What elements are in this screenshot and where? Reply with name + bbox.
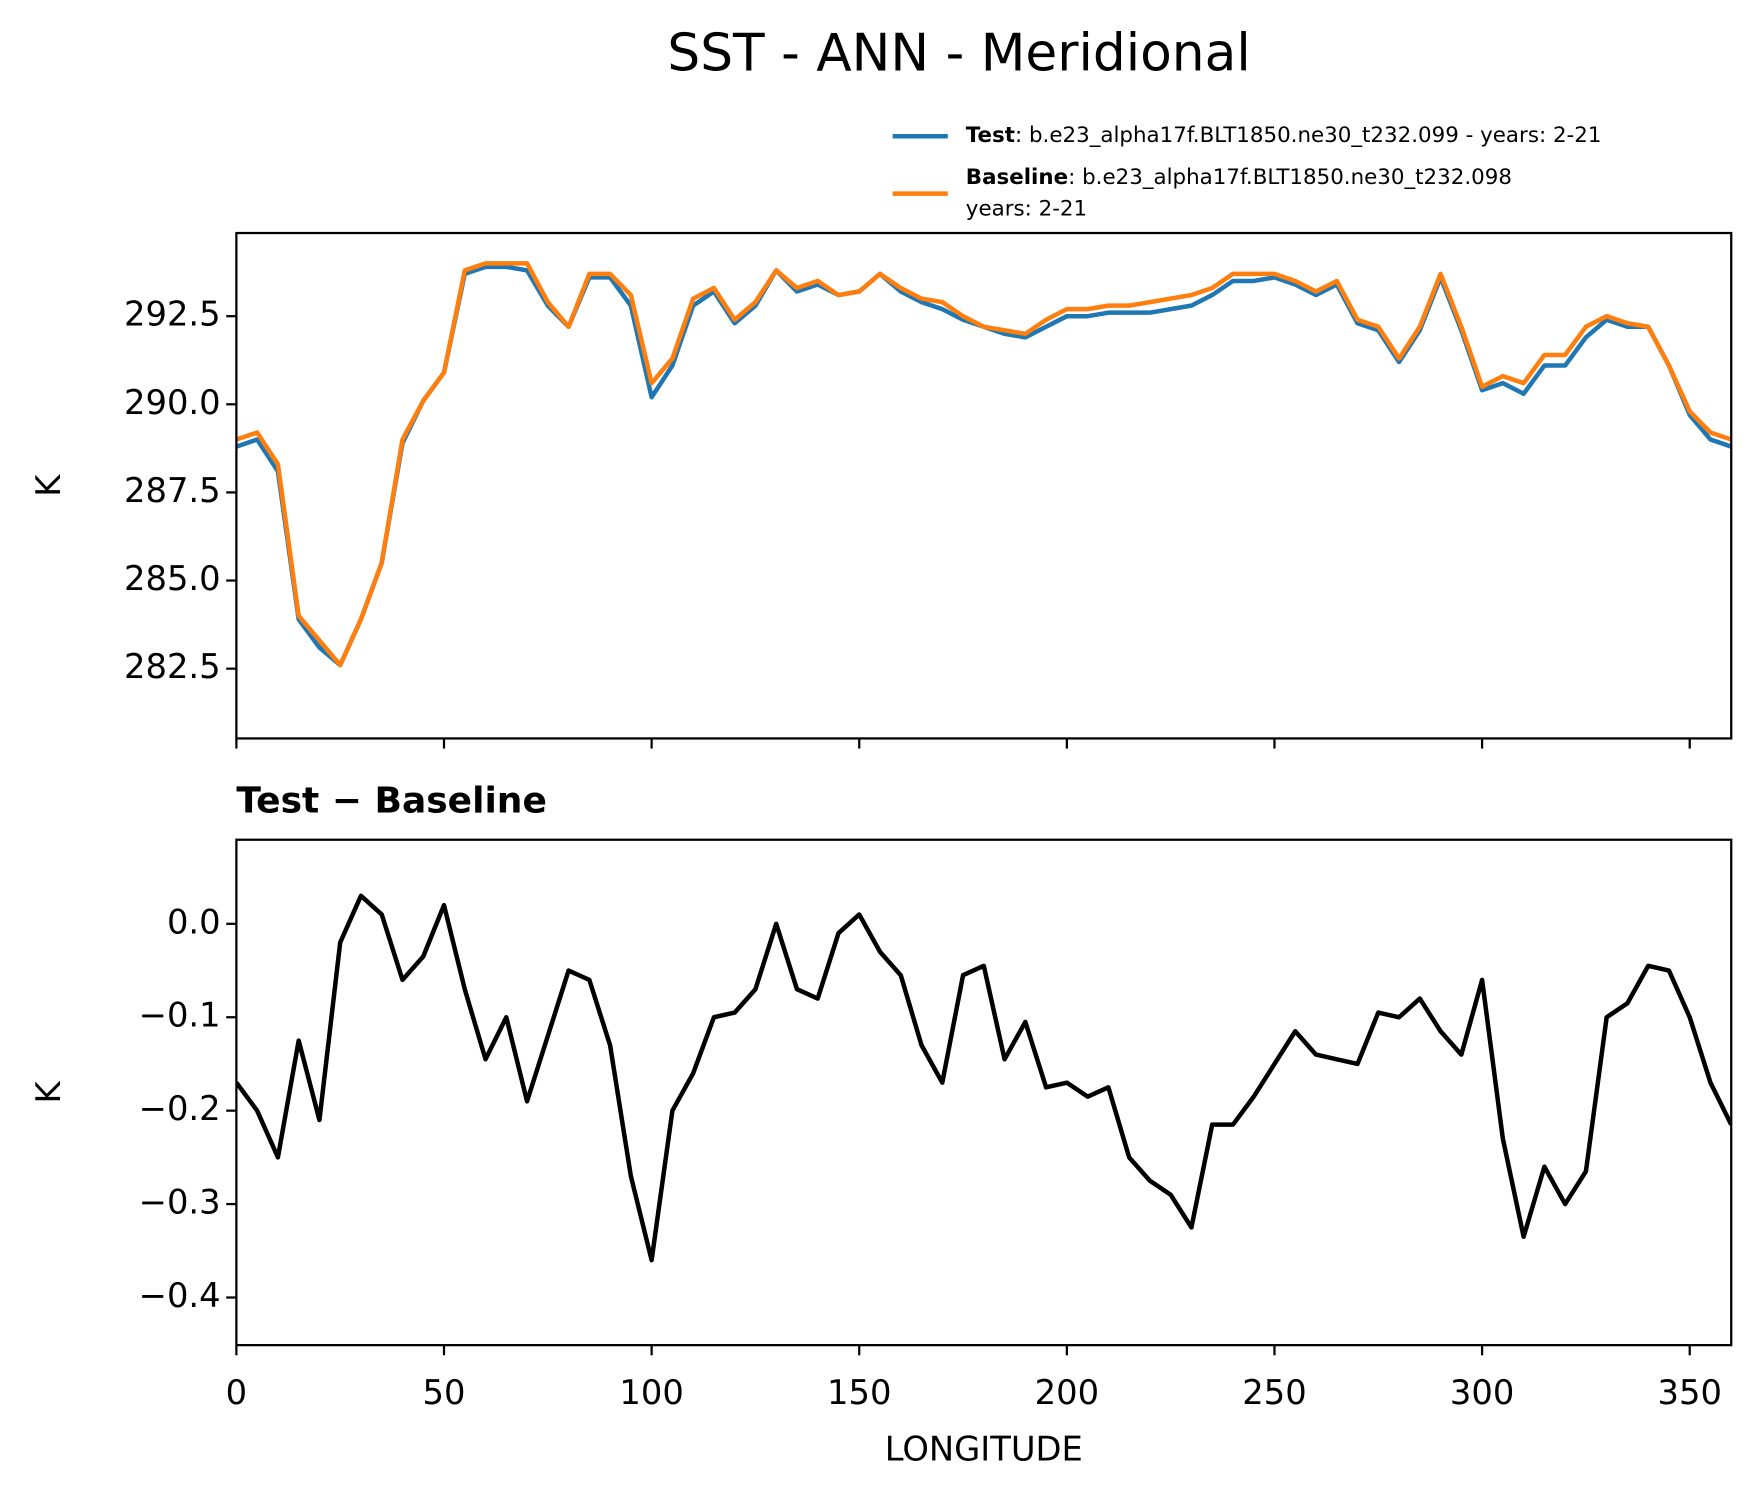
figure-title: SST - ANN - Meridional xyxy=(667,23,1250,83)
legend-text: Test: b.e23_alpha17f.BLT1850.ne30_t232.0… xyxy=(966,123,1602,148)
x-tick-label: 100 xyxy=(619,1373,683,1412)
y-tick-label: 290.0 xyxy=(124,383,221,422)
y-axis-label: K xyxy=(29,474,68,497)
x-tick-label: 0 xyxy=(226,1373,247,1412)
y-tick-label: −0.1 xyxy=(139,996,221,1035)
x-tick-label: 50 xyxy=(423,1373,466,1412)
legend-detail: : b.e23_alpha17f.BLT1850.ne30_t232.099 -… xyxy=(1015,123,1601,148)
legend-detail: : b.e23_alpha17f.BLT1850.ne30_t232.098 xyxy=(1068,165,1512,190)
y-tick-label: −0.3 xyxy=(139,1183,221,1222)
x-axis-label: LONGITUDE xyxy=(885,1429,1083,1468)
x-tick-label: 350 xyxy=(1658,1373,1722,1412)
axes-frame xyxy=(235,231,1733,740)
legend-text: Baseline: b.e23_alpha17f.BLT1850.ne30_t2… xyxy=(966,165,1512,190)
y-axis-label: K xyxy=(29,1081,68,1104)
x-tick-label: 150 xyxy=(827,1373,891,1412)
y-tick-label: 282.5 xyxy=(124,647,221,686)
legend-detail: years: 2-21 xyxy=(966,196,1087,221)
legend-name: Baseline xyxy=(966,165,1068,190)
y-tick-label: −0.4 xyxy=(139,1276,221,1315)
x-tick-label: 250 xyxy=(1242,1373,1306,1412)
series-line xyxy=(236,893,1732,1263)
x-tick-label: 300 xyxy=(1450,1373,1514,1412)
y-tick-label: 287.5 xyxy=(124,471,221,510)
axes-frame xyxy=(235,838,1733,1347)
y-tick-label: 292.5 xyxy=(124,295,221,334)
x-tick-label: 200 xyxy=(1035,1373,1099,1412)
panel-title: Test − Baseline xyxy=(236,781,547,822)
y-tick-label: 0.0 xyxy=(167,902,221,941)
legend-text: years: 2-21 xyxy=(966,196,1087,221)
y-tick-label: −0.2 xyxy=(139,1089,221,1128)
y-tick-label: 285.0 xyxy=(124,559,221,598)
legend-name: Test xyxy=(966,123,1015,148)
series-line xyxy=(236,261,1732,668)
